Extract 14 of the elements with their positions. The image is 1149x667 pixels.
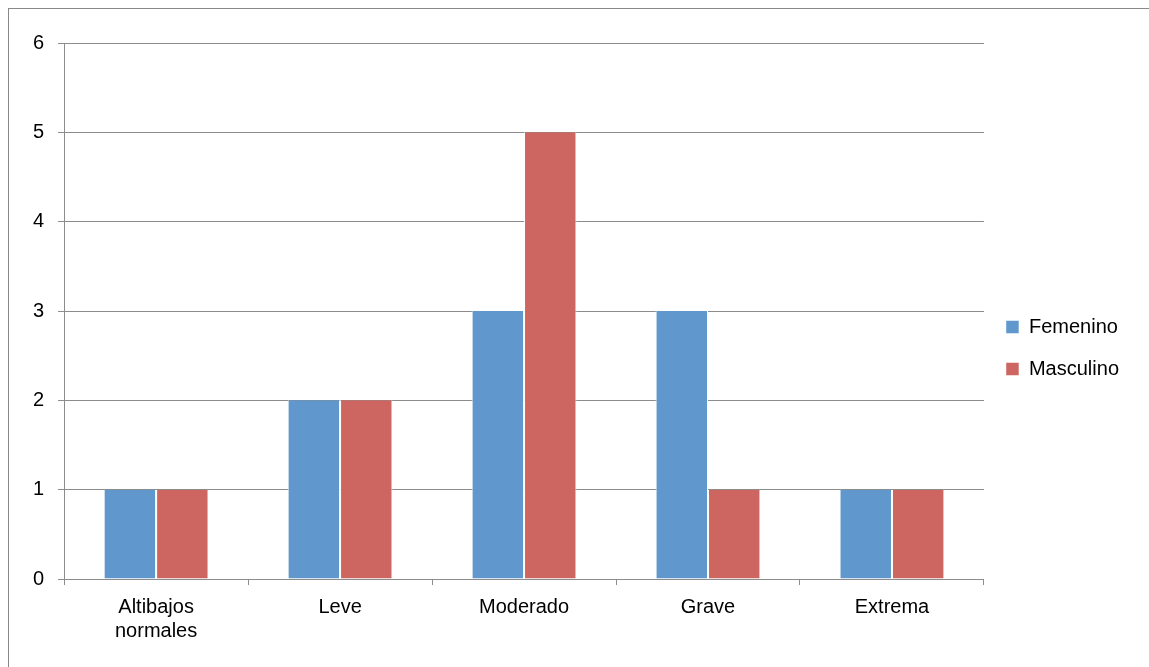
y-tick-label: 5 [33, 119, 45, 142]
y-tick-label: 3 [33, 298, 45, 321]
x-tick-label: Grave [680, 594, 736, 617]
x-tick-label: Extrema [854, 594, 931, 617]
y-tick-label: 2 [33, 387, 45, 410]
x-tick-label: Altibajos normales [114, 594, 198, 641]
y-tick-label: 4 [33, 209, 45, 232]
legend-label: Femenino [1028, 314, 1118, 337]
x-tick-label: Leve [318, 594, 362, 617]
y-tick-label: 6 [33, 30, 45, 53]
legend-label: Masculino [1028, 356, 1120, 379]
y-tick-label: 1 [33, 477, 45, 500]
x-tick-label: Moderado [479, 594, 570, 617]
y-tick-label: 0 [33, 566, 45, 589]
